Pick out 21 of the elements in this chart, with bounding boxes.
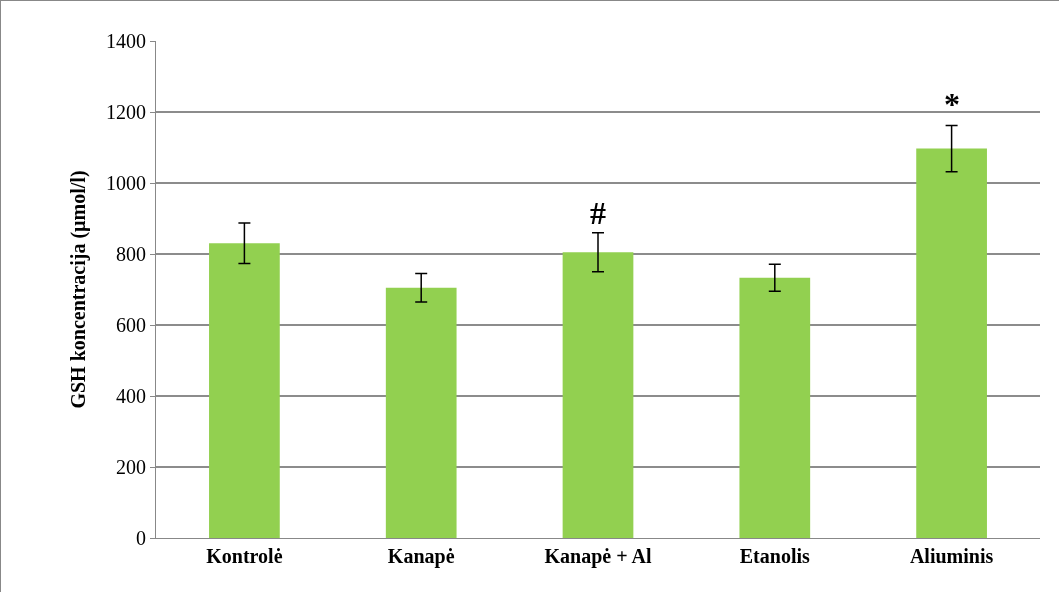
- bar: [385, 287, 457, 538]
- y-tick-label: 0: [136, 527, 146, 549]
- y-tick-label: 200: [116, 456, 146, 478]
- x-tick-label: Kanapė: [387, 545, 455, 568]
- y-tick-label: 1400: [106, 30, 146, 52]
- y-tick-label: 400: [116, 385, 146, 407]
- bar: [916, 148, 987, 538]
- y-tick-label: 800: [116, 243, 146, 265]
- x-tick-label: Kanapė + Al: [544, 545, 652, 568]
- bar: [562, 252, 634, 538]
- y-axis-title: GSH koncentracija (µmol/l): [66, 170, 90, 409]
- bar: [209, 243, 280, 538]
- x-tick-label: Kontrolė: [206, 545, 283, 567]
- y-tick-label: 600: [116, 314, 146, 336]
- annotation: #: [590, 195, 606, 231]
- x-tick-label: Aliuminis: [909, 545, 994, 567]
- bar: [739, 277, 811, 538]
- annotation: *: [944, 86, 960, 122]
- y-tick-label: 1200: [106, 101, 146, 123]
- x-tick-label: Etanolis: [739, 545, 811, 567]
- y-tick-label: 1000: [106, 172, 146, 194]
